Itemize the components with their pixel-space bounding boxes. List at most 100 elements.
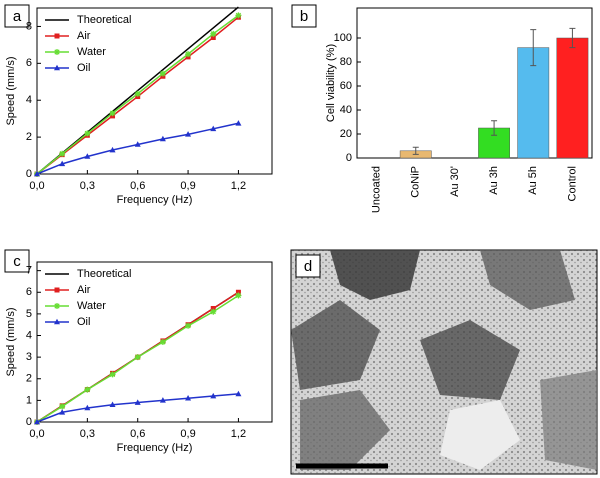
panel-label: d <box>304 258 312 275</box>
marker <box>235 289 241 295</box>
marker <box>159 70 166 77</box>
marker <box>210 308 217 315</box>
y-tick-label: 20 <box>340 128 352 140</box>
marker <box>159 135 166 142</box>
marker <box>84 153 91 159</box>
marker <box>235 292 242 299</box>
marker <box>134 399 141 405</box>
legend-marker <box>54 64 60 71</box>
x-tick-label: Au 30' <box>449 166 461 197</box>
y-axis-title: Speed (mm/s) <box>5 56 17 125</box>
x-tick-label: Uncoated <box>370 166 382 213</box>
marker <box>210 305 216 311</box>
marker <box>59 403 66 410</box>
y-tick-label: 2 <box>26 373 32 385</box>
x-axis-title: Frequency (Hz) <box>117 442 193 454</box>
marker <box>59 160 66 167</box>
y-tick-label: 7 <box>26 265 32 277</box>
marker <box>109 401 116 408</box>
marker <box>185 322 192 329</box>
plot-frame <box>36 261 273 423</box>
panel-label-box <box>291 4 317 28</box>
y-axis-title: Speed (mm/s) <box>5 307 17 376</box>
legend-label: Water <box>77 300 106 312</box>
error-bar <box>412 146 419 155</box>
x-tick-label: 0,0 <box>29 180 44 192</box>
marker <box>185 131 192 137</box>
y-tick-label: 80 <box>340 56 352 68</box>
sem-image <box>290 249 598 475</box>
x-axis-title: Frequency (Hz) <box>117 194 193 206</box>
marker <box>134 354 141 361</box>
marker <box>235 390 242 397</box>
y-tick-label: 40 <box>340 104 352 116</box>
marker <box>84 386 91 393</box>
x-tick-label: 0,6 <box>130 428 145 440</box>
x-tick-label: 0,6 <box>130 180 145 192</box>
y-tick-label: 0 <box>26 416 32 428</box>
panel-label-box <box>4 4 30 28</box>
y-tick-label: 5 <box>26 308 32 320</box>
marker <box>109 371 116 378</box>
marker <box>134 90 141 97</box>
x-tick-label: 0,3 <box>80 428 95 440</box>
panel-label: b <box>300 8 308 25</box>
y-tick-label: 60 <box>340 80 352 92</box>
x-tick-label: Control <box>566 166 578 201</box>
y-tick-label: 4 <box>26 329 32 341</box>
plot-frame <box>36 7 273 175</box>
marker <box>185 51 192 58</box>
marker <box>59 409 66 415</box>
x-tick-label: Au 3h <box>488 166 500 195</box>
marker <box>159 339 166 345</box>
marker <box>109 110 116 117</box>
marker <box>210 35 216 41</box>
error-bar <box>569 27 576 49</box>
legend-label: Theoretical <box>77 14 131 26</box>
y-axis-title: Cell viability (%) <box>325 44 337 122</box>
x-tick-label: 0,9 <box>180 180 195 192</box>
marker <box>159 397 166 403</box>
y-tick-label: 6 <box>26 286 32 298</box>
x-tick-label: 1,2 <box>231 180 246 192</box>
marker <box>84 404 91 411</box>
legend-marker <box>54 318 60 325</box>
legend-label: Oil <box>77 316 90 328</box>
bar <box>556 37 589 159</box>
legend-marker <box>54 49 60 55</box>
marker <box>235 12 242 19</box>
y-tick-label: 6 <box>26 57 32 69</box>
y-tick-label: 0 <box>346 152 352 164</box>
legend-label: Theoretical <box>77 268 131 280</box>
y-tick-label: 3 <box>26 351 32 363</box>
legend-label: Water <box>77 46 106 58</box>
error-bar <box>530 29 537 67</box>
legend-marker <box>54 303 60 309</box>
y-tick-label: 2 <box>26 131 32 143</box>
x-tick-label: 0,3 <box>80 180 95 192</box>
marker <box>109 146 116 153</box>
marker <box>59 150 66 157</box>
legend-marker <box>54 33 60 39</box>
panel-label-box: d <box>295 254 321 278</box>
y-tick-label: 100 <box>334 32 352 44</box>
legend-label: Air <box>77 284 91 296</box>
y-tick-label: 4 <box>26 94 32 106</box>
x-tick-label: 0,9 <box>180 428 195 440</box>
y-tick-label: 8 <box>26 20 32 32</box>
panel-label-box <box>4 249 30 273</box>
series-line <box>36 393 239 423</box>
legend-marker <box>54 287 60 293</box>
marker <box>210 30 217 37</box>
marker <box>134 141 141 147</box>
x-tick-label: 0,0 <box>29 428 44 440</box>
marker <box>210 125 217 132</box>
marker <box>34 170 40 177</box>
y-tick-label: 0 <box>26 168 32 180</box>
marker <box>84 130 91 137</box>
legend-label: Oil <box>77 62 90 74</box>
plot-frame <box>356 7 593 159</box>
y-tick-label: 1 <box>26 394 32 406</box>
panel-label: a <box>13 8 22 25</box>
